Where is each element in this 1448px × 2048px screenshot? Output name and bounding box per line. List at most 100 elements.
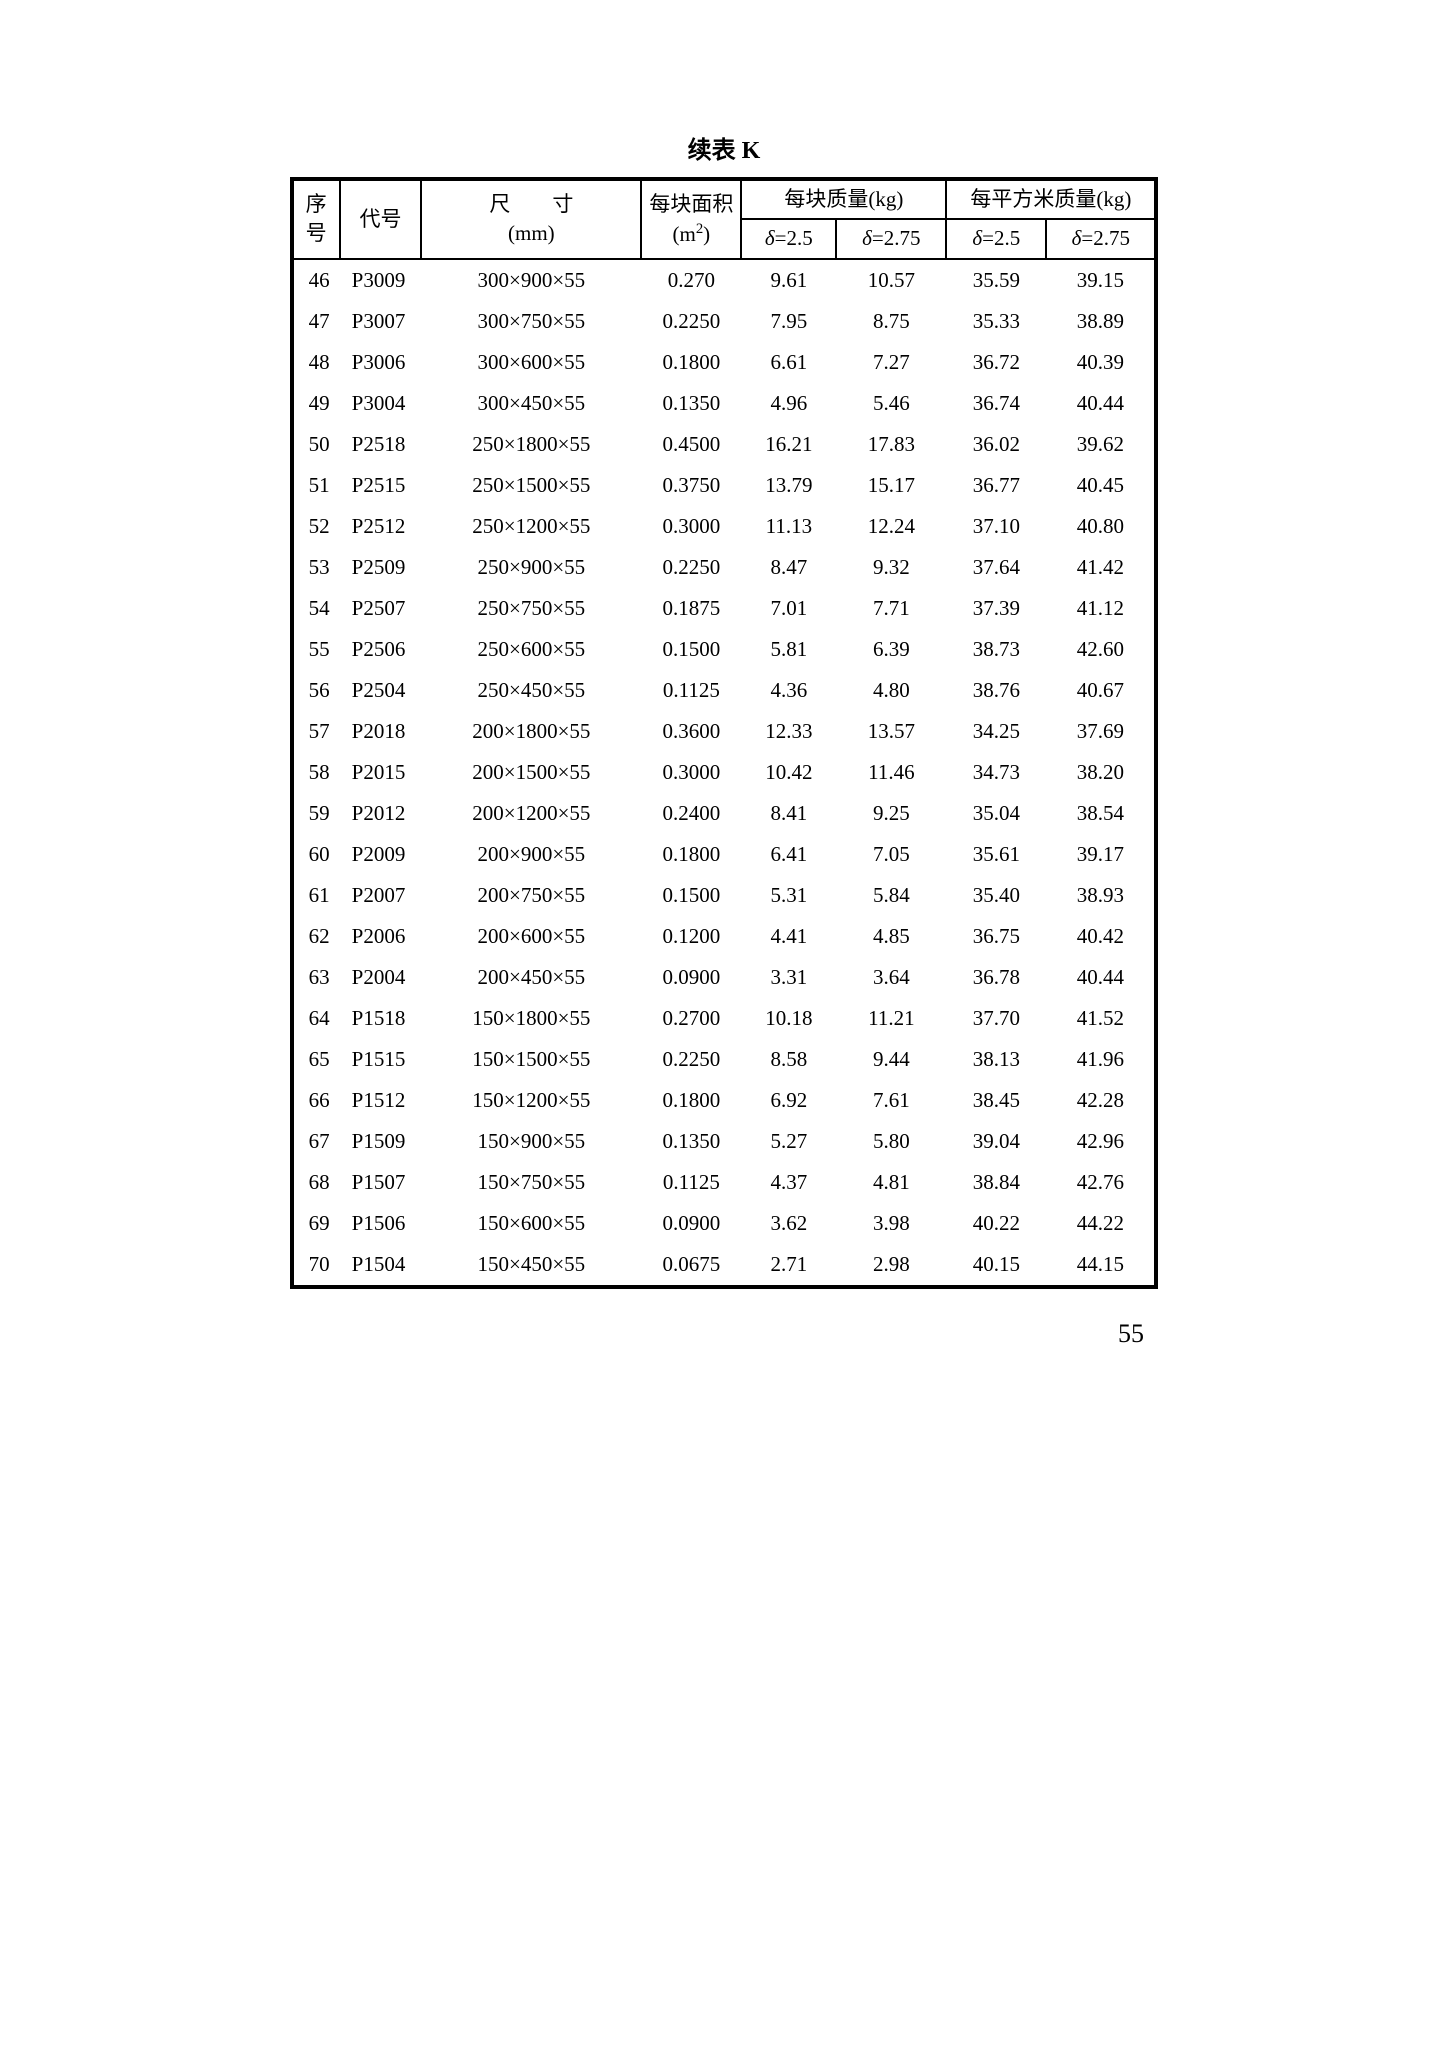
cell: 0.1350: [641, 1121, 741, 1162]
cell: 65: [292, 1039, 340, 1080]
cell: 63: [292, 957, 340, 998]
cell: 150×1800×55: [421, 998, 641, 1039]
cell: 5.46: [836, 383, 946, 424]
col-delta25-a: δ=2.5: [741, 219, 836, 258]
cell: 37.69: [1046, 711, 1156, 752]
cell: 38.89: [1046, 301, 1156, 342]
cell: 200×450×55: [421, 957, 641, 998]
cell: 0.2250: [641, 1039, 741, 1080]
cell: 0.1800: [641, 342, 741, 383]
cell: 6.61: [741, 342, 836, 383]
cell: 39.04: [946, 1121, 1046, 1162]
cell: 39.62: [1046, 424, 1156, 465]
col-code: 代号: [340, 179, 422, 259]
cell: 0.1125: [641, 1162, 741, 1203]
cell: P2509: [340, 547, 422, 588]
cell: 53: [292, 547, 340, 588]
cell: 36.78: [946, 957, 1046, 998]
cell: 4.96: [741, 383, 836, 424]
cell: 0.0675: [641, 1244, 741, 1287]
table-row: 46P3009300×900×550.2709.6110.5735.5939.1…: [292, 259, 1157, 301]
cell: 50: [292, 424, 340, 465]
cell: 3.64: [836, 957, 946, 998]
cell: 17.83: [836, 424, 946, 465]
cell: 0.3750: [641, 465, 741, 506]
table-row: 50P2518250×1800×550.450016.2117.8336.023…: [292, 424, 1157, 465]
cell: 37.64: [946, 547, 1046, 588]
cell: 0.1350: [641, 383, 741, 424]
cell: 10.42: [741, 752, 836, 793]
table-row: 51P2515250×1500×550.375013.7915.1736.774…: [292, 465, 1157, 506]
cell: 35.40: [946, 875, 1046, 916]
cell: 35.59: [946, 259, 1046, 301]
table-row: 47P3007300×750×550.22507.958.7535.3338.8…: [292, 301, 1157, 342]
cell: 16.21: [741, 424, 836, 465]
cell: 36.75: [946, 916, 1046, 957]
table-row: 57P2018200×1800×550.360012.3313.5734.253…: [292, 711, 1157, 752]
cell: 7.27: [836, 342, 946, 383]
cell: P2015: [340, 752, 422, 793]
cell: 0.1800: [641, 834, 741, 875]
cell: 200×600×55: [421, 916, 641, 957]
cell: 68: [292, 1162, 340, 1203]
cell: 40.22: [946, 1203, 1046, 1244]
cell: 34.25: [946, 711, 1046, 752]
cell: 55: [292, 629, 340, 670]
cell: 70: [292, 1244, 340, 1287]
table-row: 59P2012200×1200×550.24008.419.2535.0438.…: [292, 793, 1157, 834]
table-row: 64P1518150×1800×550.270010.1811.2137.704…: [292, 998, 1157, 1039]
table-row: 70P1504150×450×550.06752.712.9840.1544.1…: [292, 1244, 1157, 1287]
cell: 40.44: [1046, 957, 1156, 998]
cell: 36.72: [946, 342, 1046, 383]
cell: 4.81: [836, 1162, 946, 1203]
cell: P3004: [340, 383, 422, 424]
table-row: 49P3004300×450×550.13504.965.4636.7440.4…: [292, 383, 1157, 424]
cell: 0.270: [641, 259, 741, 301]
cell: 0.2250: [641, 301, 741, 342]
dim-unit: (mm): [508, 221, 555, 245]
cell: 15.17: [836, 465, 946, 506]
cell: 42.60: [1046, 629, 1156, 670]
cell: 250×900×55: [421, 547, 641, 588]
cell: 0.1500: [641, 629, 741, 670]
cell: 47: [292, 301, 340, 342]
cell: 41.96: [1046, 1039, 1156, 1080]
cell: 11.13: [741, 506, 836, 547]
table-container: 序号 代号 尺 寸 (mm) 每块面积 (m2) 每块质量(kg) 每平方米质量…: [290, 177, 1159, 1289]
table-row: 48P3006300×600×550.18006.617.2736.7240.3…: [292, 342, 1157, 383]
cell: 35.04: [946, 793, 1046, 834]
cell: 37.39: [946, 588, 1046, 629]
cell: 11.21: [836, 998, 946, 1039]
cell: 7.61: [836, 1080, 946, 1121]
cell: P2018: [340, 711, 422, 752]
cell: 40.15: [946, 1244, 1046, 1287]
cell: 3.98: [836, 1203, 946, 1244]
cell: 13.79: [741, 465, 836, 506]
cell: 200×1200×55: [421, 793, 641, 834]
area-label: 每块面积: [649, 192, 733, 216]
cell: 150×1500×55: [421, 1039, 641, 1080]
cell: 0.0900: [641, 1203, 741, 1244]
cell: 0.2250: [641, 547, 741, 588]
table-header: 序号 代号 尺 寸 (mm) 每块面积 (m2) 每块质量(kg) 每平方米质量…: [292, 179, 1157, 259]
cell: 44.22: [1046, 1203, 1156, 1244]
cell: 49: [292, 383, 340, 424]
col-seq: 序号: [292, 179, 340, 259]
table-row: 61P2007200×750×550.15005.315.8435.4038.9…: [292, 875, 1157, 916]
cell: 38.54: [1046, 793, 1156, 834]
cell: 40.67: [1046, 670, 1156, 711]
table-row: 58P2015200×1500×550.300010.4211.4634.733…: [292, 752, 1157, 793]
cell: 0.2400: [641, 793, 741, 834]
cell: 41.52: [1046, 998, 1156, 1039]
cell: 40.45: [1046, 465, 1156, 506]
cell: P1518: [340, 998, 422, 1039]
cell: P1512: [340, 1080, 422, 1121]
cell: 250×600×55: [421, 629, 641, 670]
cell: 250×750×55: [421, 588, 641, 629]
table-row: 62P2006200×600×550.12004.414.8536.7540.4…: [292, 916, 1157, 957]
cell: 250×450×55: [421, 670, 641, 711]
cell: 60: [292, 834, 340, 875]
cell: 0.2700: [641, 998, 741, 1039]
cell: 61: [292, 875, 340, 916]
cell: 10.57: [836, 259, 946, 301]
